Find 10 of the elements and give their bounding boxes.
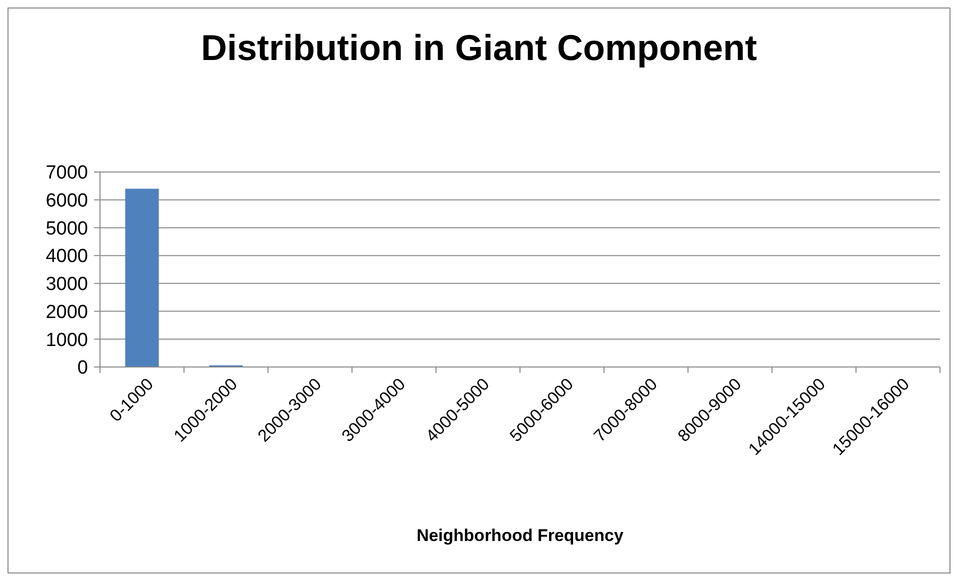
y-tick-label: 5000 <box>46 218 88 240</box>
y-tick-label: 4000 <box>46 246 88 268</box>
y-tick-label: 7000 <box>46 162 88 184</box>
x-axis-title: Neighborhood Frequency <box>416 526 624 545</box>
y-tick-label: 6000 <box>46 190 88 212</box>
y-tick-label: 0 <box>77 358 88 379</box>
y-tick-label: 1000 <box>46 330 88 351</box>
y-tick-label: 3000 <box>46 274 88 296</box>
chart-title: Distribution in Giant Component <box>201 27 757 68</box>
y-tick-label: 2000 <box>46 302 88 323</box>
